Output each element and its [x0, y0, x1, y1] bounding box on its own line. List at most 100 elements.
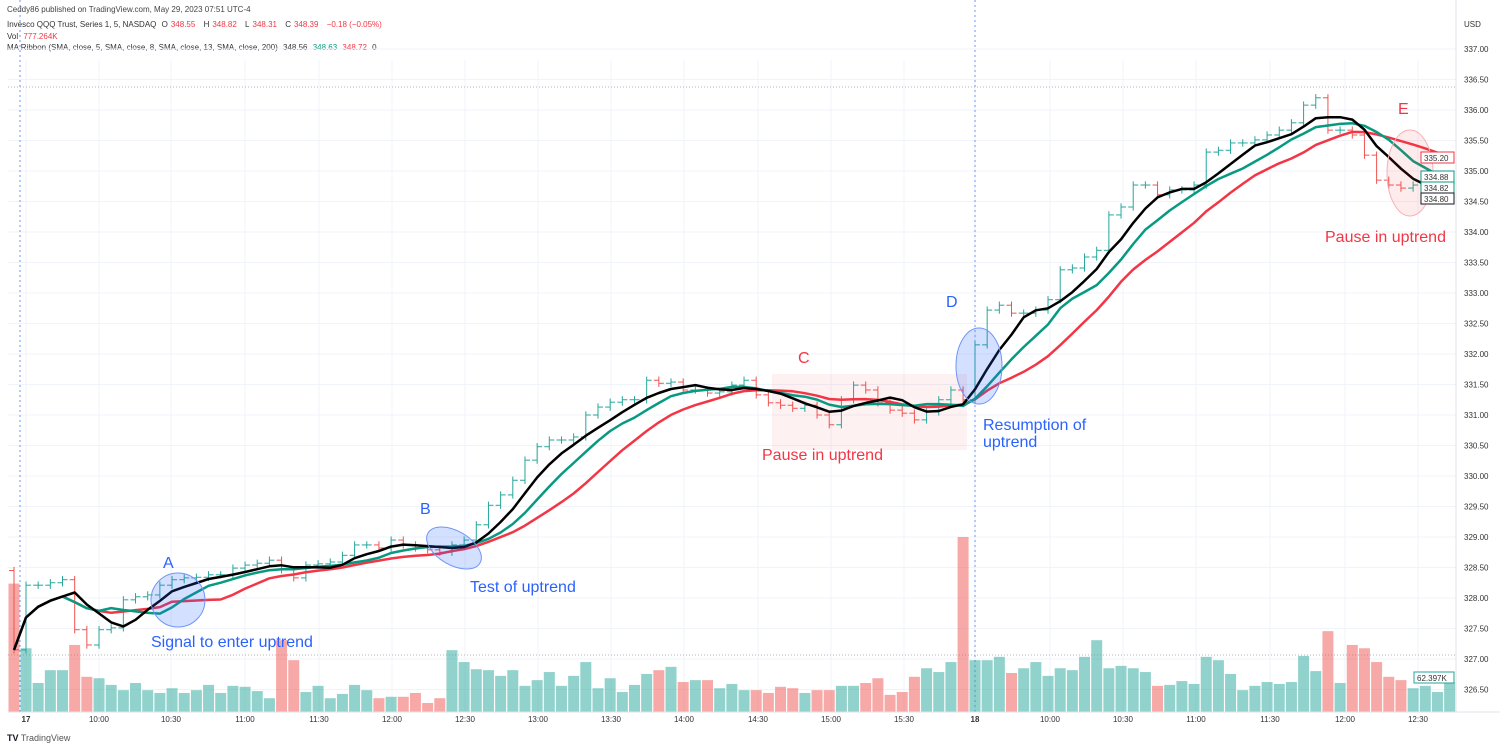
ohlc-bars [9, 94, 1455, 654]
volume-bar [689, 680, 701, 712]
volume-bar [239, 686, 251, 712]
ma8-value: 348.63 [312, 43, 338, 52]
volume-bar [57, 670, 69, 712]
volume-bar [166, 688, 178, 712]
volume-bar [1079, 656, 1091, 712]
volume-bar [726, 683, 738, 712]
volume-bar [44, 670, 56, 712]
volume-bar [1358, 648, 1370, 712]
ma8-line [12, 122, 1451, 651]
volume-bar [811, 690, 823, 712]
volume-bar [896, 692, 908, 712]
volume-bar [592, 688, 604, 712]
volume-bar [945, 662, 957, 712]
volume-bar [81, 676, 93, 712]
open-label: O [161, 20, 168, 29]
volume-bar [336, 693, 348, 712]
x-tick-label: 11:00 [235, 715, 255, 724]
volume-bar [495, 675, 507, 712]
x-tick-label: 11:30 [309, 715, 329, 724]
volume-bar [482, 670, 494, 712]
volume-bar [1152, 685, 1164, 712]
volume-bar [397, 696, 409, 712]
ma13-line [12, 130, 1451, 651]
y-tick-label: 337.00 [1464, 45, 1489, 54]
volume-bar [324, 698, 336, 712]
high-label: H [203, 20, 210, 29]
y-tick-label: 329.00 [1464, 533, 1489, 542]
volume-bar [1176, 681, 1188, 712]
ellipse-b [426, 526, 482, 570]
volume-bar [69, 644, 81, 712]
volume-bar [993, 656, 1005, 712]
open-value: 348.55 [170, 20, 196, 29]
high-value: 348.82 [212, 20, 237, 29]
volume-bar [361, 690, 373, 712]
volume-bar [203, 684, 215, 712]
volume-bar [434, 698, 446, 712]
volume-bar [555, 685, 567, 712]
volume-bar [641, 673, 653, 712]
volume-bar [1225, 673, 1237, 712]
volume-bar [312, 685, 324, 712]
volume-bar [105, 684, 117, 712]
x-tick-label: 12:00 [382, 715, 403, 724]
volume-bar [1444, 682, 1456, 712]
volume-bar [154, 692, 166, 712]
volume-bar [1273, 683, 1285, 712]
volume-label[interactable]: Vol [7, 32, 19, 41]
note-pause-e: Pause in uptrend [1325, 229, 1446, 246]
volume-bar [409, 692, 421, 712]
label-c: C [798, 350, 810, 367]
ma-lines [12, 115, 1451, 651]
note-resumption-2: uptrend [983, 434, 1037, 451]
label-a: A [163, 555, 174, 572]
legend-ma-row: MA Ribbon (SMA, close, 5, SMA, close, 8,… [7, 43, 380, 52]
note-pause-c: Pause in uptrend [762, 447, 883, 464]
ma200-value: 0 [372, 43, 377, 52]
volume-bar [1419, 685, 1431, 712]
y-tick-label: 329.50 [1464, 503, 1489, 512]
ma-ribbon-label[interactable]: MA Ribbon (SMA, close, 5, SMA, close, 8,… [7, 43, 278, 52]
y-tick-label: 327.50 [1464, 625, 1489, 634]
volume-bar [629, 684, 640, 712]
volume-value: 777.264K [23, 32, 58, 41]
volume-bar [1249, 685, 1261, 712]
x-tick-label: 12:00 [1335, 715, 1356, 724]
volume-bar [823, 690, 835, 712]
price-label: 334.82 [1424, 184, 1449, 193]
brand-name: TradingView [20, 733, 71, 743]
volume-bar [957, 537, 969, 712]
tradingview-logo[interactable]: TV TradingView [7, 733, 71, 743]
volume-bar [422, 702, 434, 712]
volume-bar [1310, 671, 1322, 712]
x-tick-label: 14:30 [748, 715, 769, 724]
volume-bar [616, 692, 628, 712]
volume-bar [921, 668, 933, 712]
volume-bar [762, 692, 774, 712]
volume-bar [1334, 682, 1346, 712]
x-tick-label: 11:00 [1186, 715, 1206, 724]
volume-bar [1188, 683, 1200, 712]
volume-bar [908, 676, 920, 712]
volume-bar [349, 684, 361, 712]
y-tick-label: 327.00 [1464, 655, 1489, 664]
legend-volume-row: Vol 777.264K [7, 32, 61, 41]
y-tick-label: 335.50 [1464, 137, 1489, 146]
volume-bar [738, 690, 750, 712]
y-tick-label: 336.00 [1464, 106, 1489, 115]
volume-bar [568, 675, 580, 712]
x-tick-label: 14:00 [674, 715, 695, 724]
volume-bar [1237, 690, 1249, 712]
symbol-name[interactable]: Invesco QQQ Trust, Series 1, 5, NASDAQ [7, 20, 157, 29]
low-value: 348.31 [252, 20, 277, 29]
ellipse-d [955, 327, 1003, 405]
x-tick-label: 11:30 [1260, 715, 1280, 724]
annotations-text: A Signal to enter uptrend B Test of uptr… [151, 101, 1446, 651]
volume-bar [470, 669, 482, 712]
volume-bar [117, 690, 129, 712]
y-tick-label: 331.50 [1464, 381, 1489, 390]
grid [8, 0, 1456, 712]
volume-bar [1164, 684, 1176, 712]
